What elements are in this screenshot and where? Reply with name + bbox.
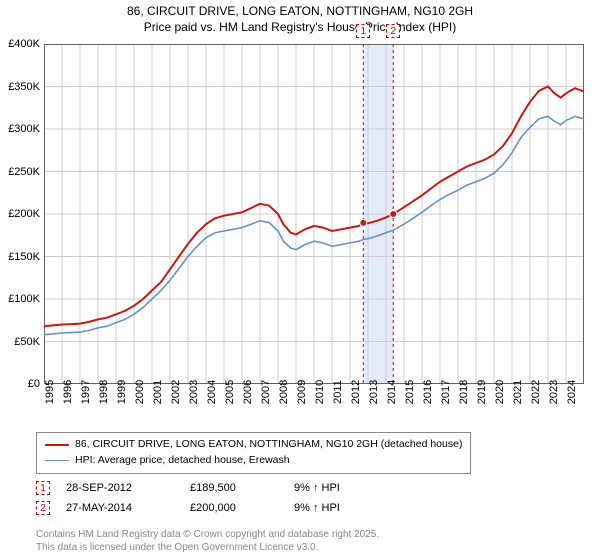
x-tick-label: 2018 <box>458 380 470 404</box>
sale-price: £189,500 <box>190 482 270 494</box>
sale-pct: 9% ↑ HPI <box>294 482 374 494</box>
x-tick-label: 1998 <box>98 380 110 404</box>
x-tick-label: 2011 <box>332 380 344 404</box>
sale-row: 1 28-SEP-2012 £189,500 9% ↑ HPI <box>36 478 374 498</box>
y-tick-label: £50K <box>14 336 40 348</box>
x-tick-label: 2013 <box>368 380 380 404</box>
y-axis: £0£50K£100K£150K£200K£250K£300K£350K£400… <box>0 44 44 384</box>
legend-label: 86, CIRCUIT DRIVE, LONG EATON, NOTTINGHA… <box>75 437 462 453</box>
sale-marker-icon: 2 <box>36 501 50 515</box>
x-tick-label: 2023 <box>548 380 560 404</box>
x-tick-label: 2003 <box>188 380 200 404</box>
x-tick-label: 2020 <box>494 380 506 404</box>
sale-row: 2 27-MAY-2014 £200,000 9% ↑ HPI <box>36 498 374 518</box>
x-tick-label: 2009 <box>296 380 308 404</box>
sale-marker-label: 2 <box>386 24 400 38</box>
y-tick-label: £200K <box>8 208 40 220</box>
x-tick-label: 1997 <box>80 380 92 404</box>
x-tick-label: 2010 <box>314 380 326 404</box>
legend-swatch <box>45 460 69 461</box>
y-tick-label: £150K <box>8 251 40 263</box>
legend-label: HPI: Average price, detached house, Erew… <box>75 453 290 469</box>
footer-attribution: Contains HM Land Registry data © Crown c… <box>36 529 379 554</box>
x-tick-label: 2007 <box>260 380 272 404</box>
footer-line-1: Contains HM Land Registry data © Crown c… <box>36 529 379 542</box>
x-tick-label: 1999 <box>116 380 128 404</box>
legend-item: 86, CIRCUIT DRIVE, LONG EATON, NOTTINGHA… <box>45 437 462 453</box>
y-tick-label: £300K <box>8 123 40 135</box>
y-tick-label: £400K <box>8 38 40 50</box>
x-tick-label: 2002 <box>170 380 182 404</box>
legend: 86, CIRCUIT DRIVE, LONG EATON, NOTTINGHA… <box>36 432 471 474</box>
sale-date: 27-MAY-2014 <box>66 502 166 514</box>
x-tick-label: 2008 <box>278 380 290 404</box>
chart-svg <box>44 44 584 384</box>
chart-plot-area: 12 <box>44 44 584 384</box>
x-tick-label: 2000 <box>134 380 146 404</box>
x-tick-label: 2015 <box>404 380 416 404</box>
sale-marker-label: 1 <box>356 24 370 38</box>
y-tick-label: £250K <box>8 166 40 178</box>
x-tick-label: 2006 <box>242 380 254 404</box>
y-tick-label: £350K <box>8 81 40 93</box>
title-line-2: Price paid vs. HM Land Registry's House … <box>0 20 600 36</box>
x-tick-label: 2012 <box>350 380 362 404</box>
x-axis: 1995199619971998199920002001200220032004… <box>44 388 584 428</box>
x-tick-label: 2021 <box>512 380 524 404</box>
sale-pct: 9% ↑ HPI <box>294 502 374 514</box>
x-tick-label: 1995 <box>44 380 56 404</box>
x-tick-label: 1996 <box>62 380 74 404</box>
sale-marker-icon: 1 <box>36 481 50 495</box>
x-tick-label: 2014 <box>386 380 398 404</box>
sale-price: £200,000 <box>190 502 270 514</box>
x-tick-label: 2024 <box>566 380 578 404</box>
x-tick-label: 2004 <box>206 380 218 404</box>
x-tick-label: 2017 <box>440 380 452 404</box>
title-line-1: 86, CIRCUIT DRIVE, LONG EATON, NOTTINGHA… <box>0 4 600 20</box>
x-tick-label: 2019 <box>476 380 488 404</box>
legend-item: HPI: Average price, detached house, Erew… <box>45 453 462 469</box>
x-tick-label: 2001 <box>152 380 164 404</box>
chart-title: 86, CIRCUIT DRIVE, LONG EATON, NOTTINGHA… <box>0 0 600 35</box>
x-tick-label: 2016 <box>422 380 434 404</box>
sales-table: 1 28-SEP-2012 £189,500 9% ↑ HPI 2 27-MAY-2014… <box>36 478 374 518</box>
x-tick-label: 2022 <box>530 380 542 404</box>
y-tick-label: £0 <box>28 378 40 390</box>
chart-container: 86, CIRCUIT DRIVE, LONG EATON, NOTTINGHA… <box>0 0 600 560</box>
y-tick-label: £100K <box>8 293 40 305</box>
legend-swatch <box>45 444 69 446</box>
x-tick-label: 2005 <box>224 380 236 404</box>
footer-line-2: This data is licensed under the Open Gov… <box>36 542 379 555</box>
sale-date: 28-SEP-2012 <box>66 482 166 494</box>
